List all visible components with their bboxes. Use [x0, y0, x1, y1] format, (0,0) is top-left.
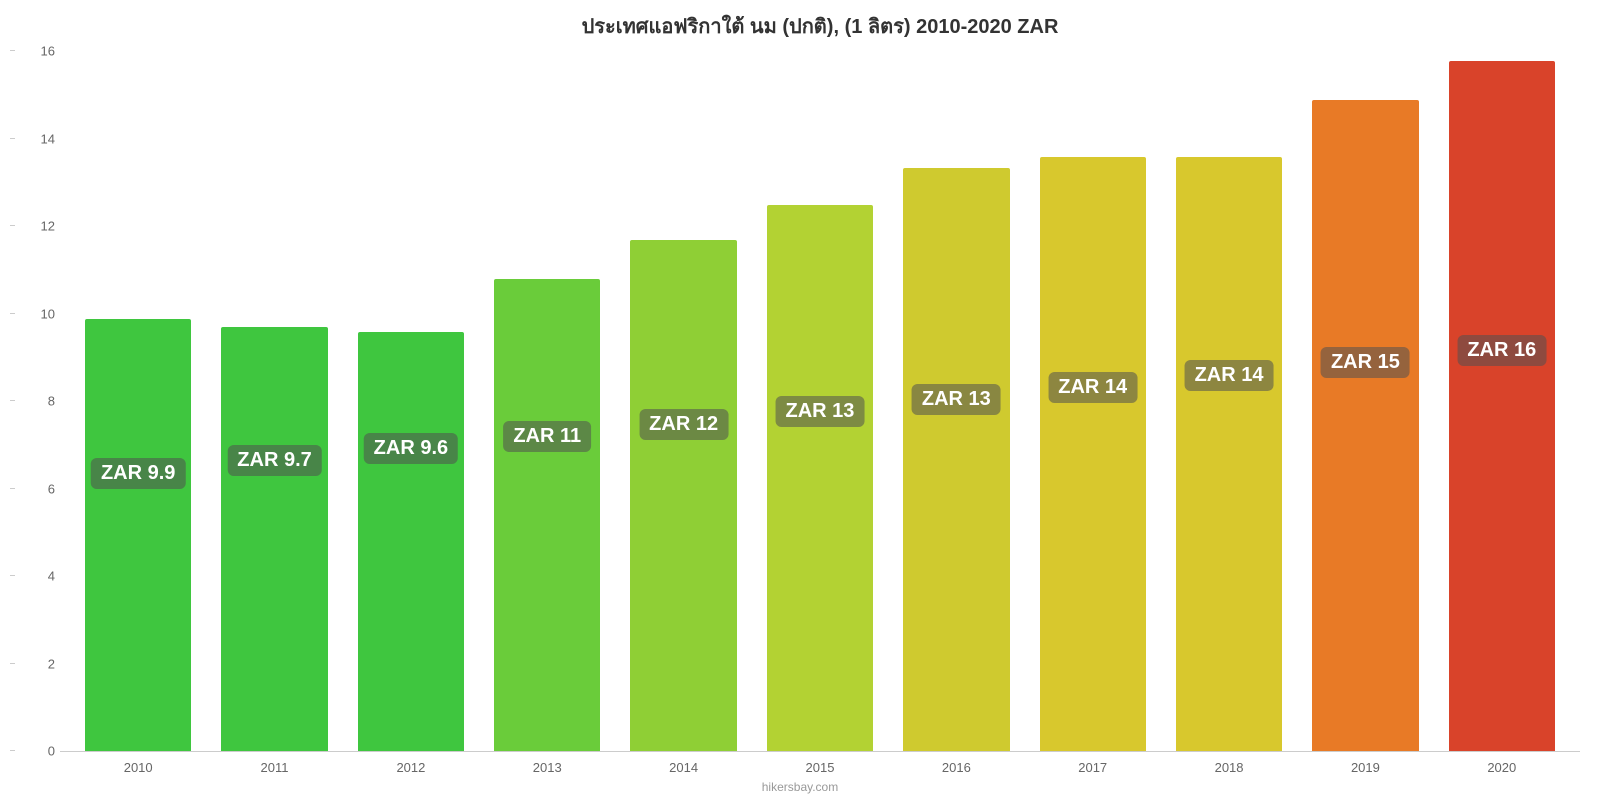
bar: [494, 279, 600, 751]
bar: [1176, 157, 1282, 751]
x-tick-label: 2010: [70, 760, 206, 775]
bar-slot: ZAR 16: [1434, 52, 1570, 751]
y-tick-label: 14: [15, 131, 55, 146]
chart-container: ประเทศแอฟริกาใต้ นม (ปกติ), (1 ลิตร) 201…: [0, 0, 1600, 800]
bar: [221, 327, 327, 751]
bar-value-label: ZAR 16: [1457, 335, 1546, 366]
y-tick-label: 16: [15, 44, 55, 59]
bar: [767, 205, 873, 751]
bar: [85, 319, 191, 752]
y-tick-mark: [10, 488, 15, 489]
bar-slot: ZAR 13: [752, 52, 888, 751]
x-tick-label: 2011: [206, 760, 342, 775]
bar-value-label: ZAR 14: [1185, 360, 1274, 391]
chart-title: ประเทศแอฟริกาใต้ นม (ปกติ), (1 ลิตร) 201…: [60, 10, 1580, 42]
y-tick-mark: [10, 575, 15, 576]
bar-slot: ZAR 14: [1025, 52, 1161, 751]
bar: [1449, 61, 1555, 751]
bar: [358, 332, 464, 751]
bar-slot: ZAR 13: [888, 52, 1024, 751]
y-axis: 0246810121416: [15, 52, 55, 751]
bar: [903, 168, 1009, 751]
bars-area: ZAR 9.9 ZAR 9.7 ZAR 9.6 ZAR 11 ZAR 12 ZAR 13 Z…: [60, 52, 1580, 751]
bar-value-label: ZAR 14: [1048, 372, 1137, 403]
x-tick-label: 2012: [343, 760, 479, 775]
bar-slot: ZAR 9.9: [70, 52, 206, 751]
x-tick-label: 2019: [1297, 760, 1433, 775]
y-tick-label: 10: [15, 306, 55, 321]
x-tick-label: 2013: [479, 760, 615, 775]
bar-value-label: ZAR 9.9: [91, 458, 185, 489]
bar-value-label: ZAR 13: [776, 396, 865, 427]
y-tick-mark: [10, 225, 15, 226]
bar-value-label: ZAR 9.6: [364, 433, 458, 464]
bar-slot: ZAR 11: [479, 52, 615, 751]
bar-slot: ZAR 12: [615, 52, 751, 751]
y-tick-label: 8: [15, 394, 55, 409]
bar-slot: ZAR 14: [1161, 52, 1297, 751]
bar-value-label: ZAR 15: [1321, 347, 1410, 378]
y-tick-mark: [10, 400, 15, 401]
y-tick-mark: [10, 50, 15, 51]
bar: [1312, 100, 1418, 751]
y-tick-label: 4: [15, 569, 55, 584]
y-tick-label: 2: [15, 656, 55, 671]
bar-slot: ZAR 15: [1297, 52, 1433, 751]
x-tick-label: 2017: [1025, 760, 1161, 775]
x-axis: 2010201120122013201420152016201720182019…: [60, 752, 1580, 775]
x-tick-label: 2016: [888, 760, 1024, 775]
plot-area: 0246810121416 ZAR 9.9ZAR 9.7ZAR 9.6ZAR 1…: [60, 52, 1580, 752]
y-tick-mark: [10, 313, 15, 314]
bar-value-label: ZAR 9.7: [227, 445, 321, 476]
bar: [1040, 157, 1146, 751]
y-tick-label: 6: [15, 481, 55, 496]
y-tick-label: 0: [15, 744, 55, 759]
bar-slot: ZAR 9.6: [343, 52, 479, 751]
bar-value-label: ZAR 11: [503, 421, 591, 452]
y-tick-label: 12: [15, 219, 55, 234]
x-tick-label: 2015: [752, 760, 888, 775]
bar: [630, 240, 736, 751]
bar-value-label: ZAR 13: [912, 384, 1001, 415]
x-tick-label: 2014: [615, 760, 751, 775]
y-tick-mark: [10, 663, 15, 664]
bar-slot: ZAR 9.7: [206, 52, 342, 751]
x-tick-label: 2018: [1161, 760, 1297, 775]
bar-value-label: ZAR 12: [639, 409, 728, 440]
y-tick-mark: [10, 138, 15, 139]
footer-credit: hikersbay.com: [762, 780, 838, 794]
y-tick-mark: [10, 750, 15, 751]
x-tick-label: 2020: [1434, 760, 1570, 775]
